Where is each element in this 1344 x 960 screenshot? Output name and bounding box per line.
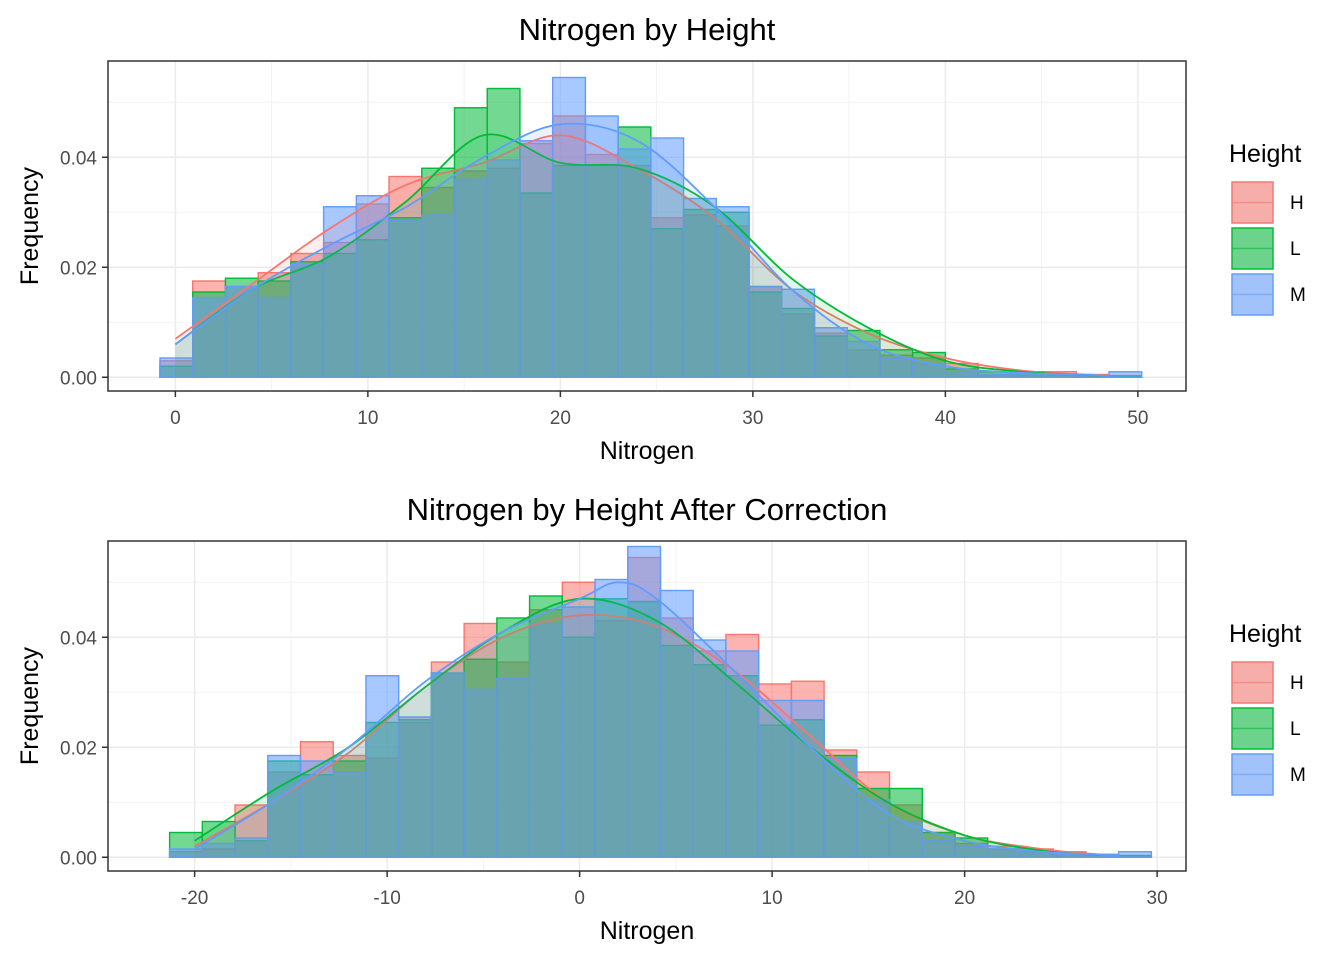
y-axis-title: Frequency — [16, 646, 44, 765]
x-tick-label: 10 — [762, 888, 783, 909]
y-tick-label: 0.04 — [60, 148, 97, 169]
panel-border — [107, 540, 1187, 872]
legend-label-M: M — [1290, 765, 1306, 786]
histogram-bar-M — [397, 716, 433, 858]
histogram-bar-M — [551, 76, 587, 378]
histogram-bar-M — [355, 195, 390, 378]
x-tick-label: 20 — [550, 408, 571, 429]
y-tick-label: 0.04 — [60, 628, 97, 649]
histogram-bar-M — [267, 754, 302, 858]
x-tick-label: 0 — [574, 888, 585, 909]
density-curve-M — [174, 122, 1100, 376]
legend-title: Height — [1229, 620, 1301, 648]
histogram-bar-M — [453, 178, 488, 378]
density-area-H — [175, 135, 1100, 378]
x-tick-label: 10 — [357, 408, 378, 429]
density-curve-M — [194, 581, 1119, 856]
histogram-bar-M — [561, 606, 596, 858]
chart-panel-bottom: -20 -10 0 10 20 30 0.00 0.02 0.04 Nitrogen by Hei… — [16, 492, 1306, 945]
histogram-bar-M — [332, 771, 367, 858]
density-area-H — [194, 614, 1100, 858]
histogram-bar-M — [496, 677, 531, 858]
legend: Height H L M — [1229, 620, 1306, 796]
y-tick-label: 0.00 — [60, 368, 97, 389]
x-tick-label: 20 — [954, 888, 975, 909]
chart-panel-top: 0 10 20 30 40 50 0.00 0.02 0.04 Nitrogen by Heigh… — [16, 12, 1306, 465]
x-axis-title: Nitrogen — [600, 917, 695, 945]
x-tick-label: 30 — [742, 408, 763, 429]
histogram-bar-M — [421, 214, 456, 378]
histogram-bar-M — [257, 296, 292, 378]
y-tick-label: 0.02 — [60, 258, 97, 279]
y-tick-label: 0.00 — [60, 848, 97, 869]
legend-title: Height — [1229, 140, 1301, 168]
density-area-L — [175, 134, 1100, 378]
histogram-bar-M — [463, 688, 498, 858]
histogram-bar-M — [594, 578, 629, 858]
x-tick-label: -10 — [373, 888, 400, 909]
chart-title: Nitrogen by Height After Correction — [407, 492, 888, 527]
x-axis-title: Nitrogen — [600, 437, 695, 465]
x-tick-label: 30 — [1147, 888, 1168, 909]
histogram-bar-M — [813, 327, 848, 378]
histogram-bar-M — [299, 760, 334, 858]
legend: Height H L M — [1229, 140, 1306, 316]
y-axis-title: Frequency — [16, 166, 44, 285]
density-area-M — [194, 582, 1119, 858]
legend-label-L: L — [1290, 239, 1301, 260]
histogram-bar-M — [528, 622, 564, 858]
chart-title: Nitrogen by Height — [519, 12, 776, 47]
legend-label-M: M — [1290, 285, 1306, 306]
legend-label-L: L — [1290, 719, 1301, 740]
histogram-bar-M — [486, 159, 521, 378]
panel-border — [107, 60, 1187, 392]
histogram-bar-M — [682, 197, 718, 378]
histogram-bar-M — [1108, 371, 1143, 378]
histogram-bar-M — [224, 285, 259, 378]
histogram-bar-M — [1117, 851, 1153, 858]
legend-label-H: H — [1290, 673, 1304, 694]
x-tick-label: 50 — [1127, 408, 1148, 429]
histogram-bar-M — [290, 263, 325, 378]
histogram-bar-M — [584, 115, 619, 378]
x-tick-label: 40 — [935, 408, 956, 429]
histogram-bar-M — [430, 672, 465, 858]
density-area-L — [194, 598, 1100, 858]
histogram-bar-M — [388, 219, 423, 378]
histogram-bar-M — [519, 140, 554, 378]
x-tick-label: 0 — [170, 408, 181, 429]
y-tick-label: 0.02 — [60, 738, 97, 759]
legend-label-H: H — [1290, 193, 1304, 214]
density-curve-L — [174, 133, 1100, 377]
density-area-M — [175, 123, 1100, 378]
x-tick-label: -20 — [181, 888, 208, 909]
